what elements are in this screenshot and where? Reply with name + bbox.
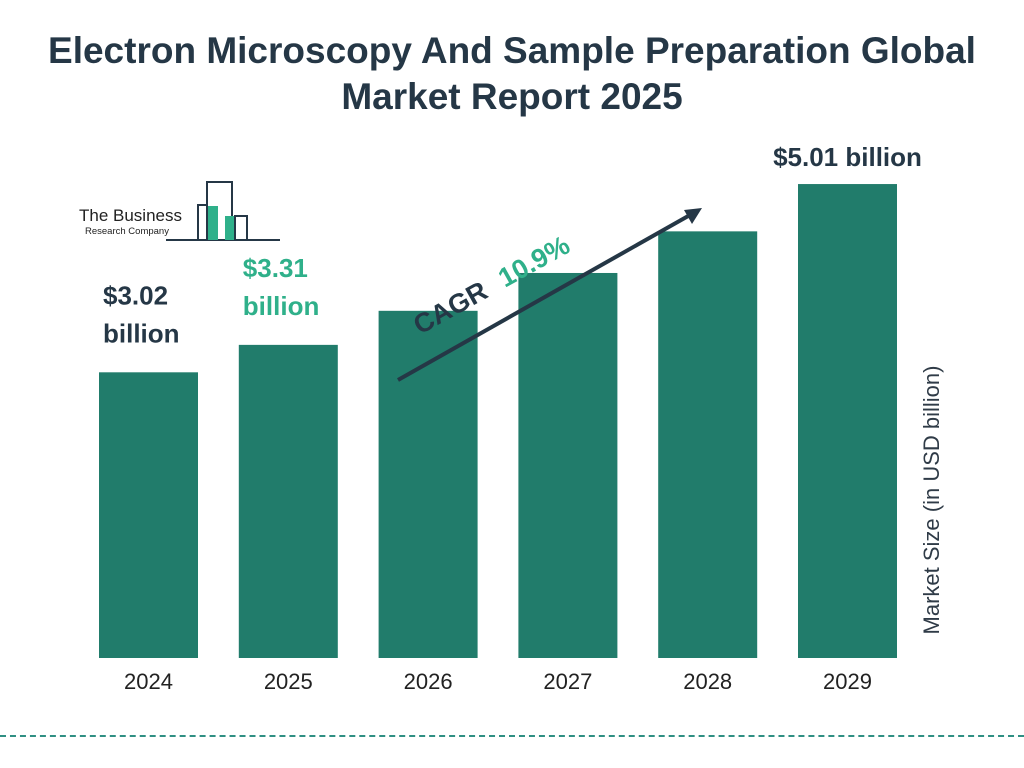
data-label-2024: $3.02 billion — [103, 280, 180, 348]
x-tick-labels: 2024 2025 2026 2027 2028 2029 — [124, 669, 872, 694]
cagr-arrow — [397, 208, 702, 382]
bar-2026 — [378, 310, 478, 658]
cagr-arrow-head — [684, 208, 702, 224]
bar-2027 — [518, 272, 618, 658]
x-tick-2028: 2028 — [683, 669, 732, 694]
x-tick-2029: 2029 — [823, 669, 872, 694]
bar-2029 — [798, 184, 897, 658]
x-tick-2026: 2026 — [404, 669, 453, 694]
data-label-2025: $3.31 billion — [243, 253, 320, 321]
data-labels: $3.02 billion $3.31 billion $5.01 billion — [103, 142, 922, 348]
footer-divider — [0, 735, 1024, 737]
bar-2024 — [99, 372, 198, 658]
logo-text-secondary: Research Company — [85, 226, 169, 237]
x-tick-2027: 2027 — [543, 669, 592, 694]
bar-2028 — [658, 231, 758, 658]
logo-text-primary: The Business — [79, 206, 182, 225]
x-tick-2025: 2025 — [264, 669, 313, 694]
y-axis-label: Market Size (in USD billion) — [919, 365, 944, 635]
cagr-arrow-line — [397, 213, 691, 382]
x-tick-2024: 2024 — [124, 669, 173, 694]
chart-title: Electron Microscopy And Sample Preparati… — [48, 30, 976, 117]
bar-2025 — [238, 344, 338, 658]
data-label-2029: $5.01 billion — [773, 142, 922, 172]
bars-group — [99, 184, 897, 658]
